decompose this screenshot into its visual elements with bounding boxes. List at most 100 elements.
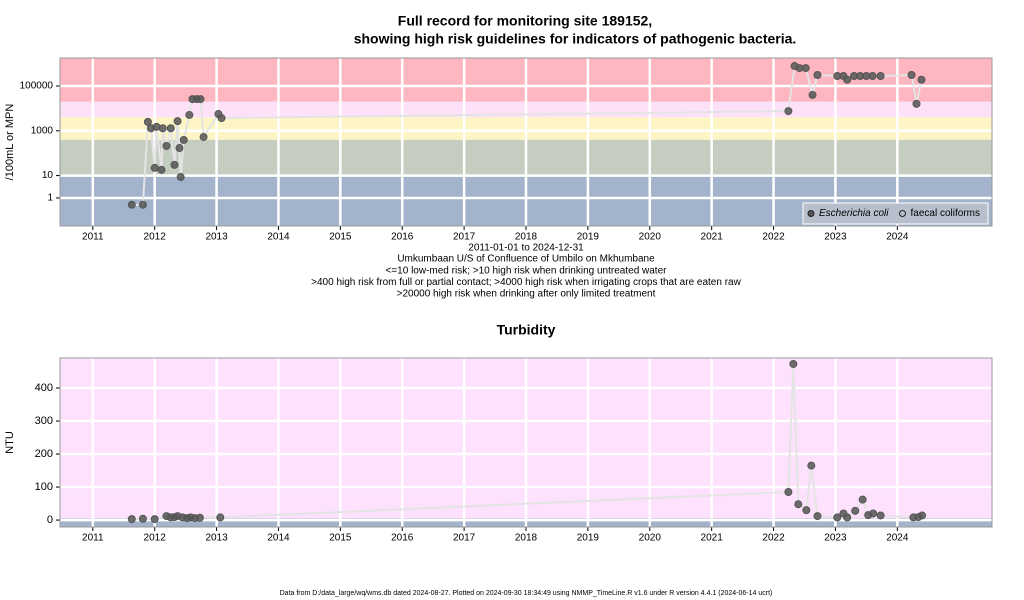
data-point bbox=[138, 200, 147, 209]
data-point bbox=[127, 515, 136, 524]
data-point bbox=[150, 515, 159, 524]
legend-marker bbox=[898, 210, 906, 217]
x-tick-label: 2019 bbox=[577, 232, 600, 243]
y-tick-label: 1 bbox=[47, 193, 53, 204]
data-point bbox=[170, 160, 179, 169]
x-tick-label: 2012 bbox=[144, 232, 167, 243]
y-tick-label: 100 bbox=[35, 481, 53, 493]
data-point bbox=[166, 124, 175, 133]
x-tick-label: 2012 bbox=[144, 533, 167, 544]
data-point bbox=[876, 511, 885, 520]
data-point bbox=[868, 71, 877, 80]
plot-frame bbox=[59, 57, 993, 227]
x-tick-label: 2014 bbox=[267, 533, 290, 544]
chart-title: Turbidity bbox=[497, 322, 556, 338]
data-point bbox=[833, 513, 842, 522]
x-tick-label: 2015 bbox=[329, 232, 352, 243]
data-point bbox=[176, 173, 185, 182]
data-point bbox=[843, 513, 852, 522]
x-tick-label: 2018 bbox=[515, 533, 538, 544]
x-tick-label: 2022 bbox=[762, 533, 785, 544]
data-point bbox=[196, 95, 205, 104]
data-point bbox=[216, 513, 225, 522]
x-tick-label: 2019 bbox=[577, 533, 600, 544]
x-tick-label: 2023 bbox=[824, 232, 847, 243]
data-point bbox=[858, 495, 867, 504]
x-tick-label: 2021 bbox=[701, 232, 724, 243]
x-tick-label: 2020 bbox=[639, 533, 662, 544]
x-tick-label: 2016 bbox=[391, 533, 414, 544]
data-point bbox=[807, 461, 816, 470]
data-point bbox=[813, 512, 822, 521]
data-point bbox=[917, 75, 926, 84]
y-tick-label: 1000 bbox=[31, 125, 54, 136]
legend-label: faecal coliforms bbox=[910, 208, 979, 219]
legend-box bbox=[802, 202, 989, 225]
data-point bbox=[813, 70, 822, 79]
data-point bbox=[157, 165, 166, 174]
data-point bbox=[851, 506, 860, 515]
data-point bbox=[907, 70, 916, 79]
x-tick-label: 2024 bbox=[886, 533, 909, 544]
x-tick-label: 2017 bbox=[453, 533, 476, 544]
x-tick-label: 2022 bbox=[762, 232, 785, 243]
y-axis-label: NTU bbox=[4, 431, 16, 454]
chart-title: Full record for monitoring site 189152, bbox=[398, 13, 652, 29]
y-tick-label: 400 bbox=[35, 382, 53, 394]
x-tick-label: 2021 bbox=[701, 533, 724, 544]
legend-marker bbox=[807, 210, 815, 217]
x-tick-label: 2018 bbox=[515, 232, 538, 243]
y-tick-label: 100000 bbox=[20, 81, 54, 92]
data-point bbox=[185, 110, 194, 119]
x-tick-label: 2023 bbox=[824, 533, 847, 544]
x-tick-label: 2011 bbox=[82, 232, 104, 243]
x-tick-label: 2020 bbox=[639, 232, 662, 243]
data-point bbox=[143, 117, 152, 126]
x-tick-label: 2024 bbox=[886, 232, 909, 243]
x-tick-label: 2013 bbox=[205, 533, 228, 544]
data-point bbox=[138, 514, 147, 523]
data-point bbox=[175, 144, 184, 153]
note: >20000 high risk when drinking after onl… bbox=[397, 289, 656, 300]
data-point bbox=[869, 509, 878, 518]
x-tick-label: 2017 bbox=[453, 232, 476, 243]
data-point bbox=[843, 75, 852, 84]
x-axis-label: 2011-01-01 to 2024-12-31 bbox=[468, 243, 584, 254]
y-tick-label: 0 bbox=[47, 514, 53, 526]
note: >400 high risk from full or partial cont… bbox=[311, 277, 741, 288]
data-point bbox=[162, 141, 171, 150]
data-point bbox=[802, 506, 811, 515]
data-point bbox=[918, 511, 927, 520]
x-tick-label: 2014 bbox=[267, 232, 290, 243]
data-point bbox=[158, 124, 167, 133]
data-point bbox=[784, 107, 793, 116]
legend-label: Escherichia coli bbox=[819, 208, 889, 219]
note: <=10 low-med risk; >10 high risk when dr… bbox=[386, 265, 668, 276]
plot-frame bbox=[59, 357, 993, 528]
footer: Data from D:/data_large/wq/wms.db dated … bbox=[280, 590, 773, 597]
y-tick-label: 300 bbox=[35, 415, 53, 427]
data-point bbox=[127, 200, 136, 209]
data-point bbox=[179, 135, 188, 144]
data-point bbox=[912, 99, 921, 108]
y-tick-label: 10 bbox=[42, 170, 54, 181]
data-point bbox=[173, 117, 182, 126]
note: Umkumbaan U/S of Confluence of Umbilo on… bbox=[397, 254, 655, 265]
data-point bbox=[794, 500, 803, 509]
data-point bbox=[150, 163, 159, 172]
data-point bbox=[808, 90, 817, 99]
x-tick-label: 2011 bbox=[82, 533, 104, 544]
data-point bbox=[784, 488, 793, 497]
y-tick-label: 200 bbox=[35, 448, 53, 460]
x-tick-label: 2015 bbox=[329, 533, 352, 544]
x-tick-label: 2016 bbox=[391, 232, 414, 243]
data-point bbox=[195, 513, 204, 522]
data-point bbox=[876, 71, 885, 80]
y-axis-label: /100mL or MPN bbox=[4, 104, 16, 181]
data-point bbox=[217, 114, 226, 123]
data-point bbox=[801, 64, 810, 73]
data-point bbox=[199, 132, 208, 141]
x-tick-label: 2013 bbox=[205, 232, 228, 243]
chart-subtitle: showing high risk guidelines for indicat… bbox=[354, 31, 797, 47]
